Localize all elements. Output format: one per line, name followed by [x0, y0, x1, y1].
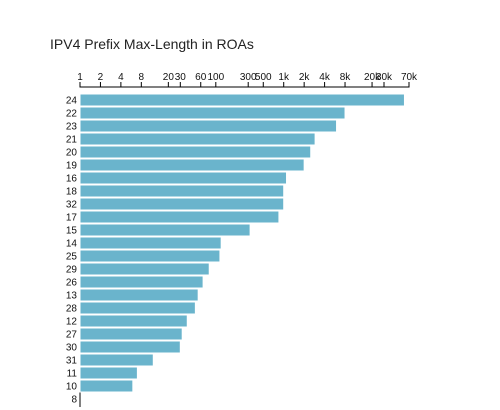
bar-20	[79, 145, 312, 159]
x-tick-label: 1	[77, 72, 83, 83]
bar-17	[79, 210, 280, 224]
y-tick-label: 8	[71, 395, 77, 406]
y-tick-label: 11	[67, 369, 78, 380]
y-tick-label: 19	[66, 161, 78, 172]
y-tick-label: 23	[66, 122, 78, 133]
y-tick-label: 20	[66, 148, 78, 159]
bar-21	[79, 132, 316, 146]
x-tick-label: 20	[163, 72, 175, 83]
y-tick-label: 28	[66, 304, 78, 315]
bars	[79, 93, 405, 393]
y-tick-label: 25	[66, 252, 78, 263]
bar-31	[79, 353, 154, 367]
bar-28	[79, 301, 196, 315]
y-tick-label: 26	[66, 278, 78, 289]
y-tick-label: 10	[66, 382, 78, 393]
bar-13	[79, 288, 199, 302]
y-tick-label: 22	[66, 109, 78, 120]
bar-16	[79, 171, 288, 185]
bar-10	[79, 379, 134, 393]
bar-22	[79, 106, 346, 120]
x-tick-label: 300	[240, 72, 257, 83]
bar-19	[79, 158, 305, 172]
y-tick-label: 18	[66, 187, 78, 198]
y-tick-label: 12	[66, 317, 78, 328]
x-tick-label: 4k	[319, 72, 331, 83]
x-tick-label: 4	[118, 72, 124, 83]
bar-12	[79, 314, 188, 328]
bar-26	[79, 275, 204, 289]
x-tick-label: 30	[175, 72, 187, 83]
bar-23	[79, 119, 338, 133]
x-tick-label: 20k	[364, 72, 381, 83]
x-tick-label: 30k	[376, 72, 393, 83]
y-tick-label: 13	[66, 291, 78, 302]
bar-14	[79, 236, 222, 250]
x-tick-label: 2k	[299, 72, 311, 83]
bar-25	[79, 249, 221, 263]
y-tick-label: 30	[66, 343, 78, 354]
x-tick-label: 8k	[340, 72, 352, 83]
y-tick-label: 21	[66, 135, 78, 146]
x-tick-label: 60	[195, 72, 207, 83]
y-tick-label: 32	[66, 200, 78, 211]
bar-11	[79, 366, 138, 380]
y-tick-label: 17	[66, 213, 78, 224]
x-tick-label: 1k	[278, 72, 290, 83]
bar-24	[79, 93, 405, 107]
x-tick-label: 8	[139, 72, 145, 83]
y-tick-label: 31	[66, 356, 78, 367]
y-axis: 24 22 23 21 20 19 16 18 32 17 15 14 25 29 26 13 28 12 27 30…	[66, 94, 81, 407]
bar-15	[79, 223, 251, 237]
x-tick-label: 2	[98, 72, 104, 83]
y-tick-label: 29	[66, 265, 78, 276]
bar-30	[79, 340, 181, 354]
y-tick-label: 27	[66, 330, 78, 341]
x-tick-label: 500	[255, 72, 272, 83]
x-tick-label: 100	[207, 72, 224, 83]
bar-29	[79, 262, 210, 276]
chart-title: IPV4 Prefix Max-Length in ROAs	[50, 36, 254, 52]
y-tick-label: 16	[66, 174, 78, 185]
y-tick-label: 14	[66, 239, 78, 250]
y-tick-label: 24	[66, 96, 78, 107]
x-tick-label: 70k	[401, 72, 418, 83]
bar-32	[79, 197, 285, 211]
bar-27	[79, 327, 183, 341]
bar-18	[79, 184, 285, 198]
y-tick-label: 15	[66, 226, 78, 237]
